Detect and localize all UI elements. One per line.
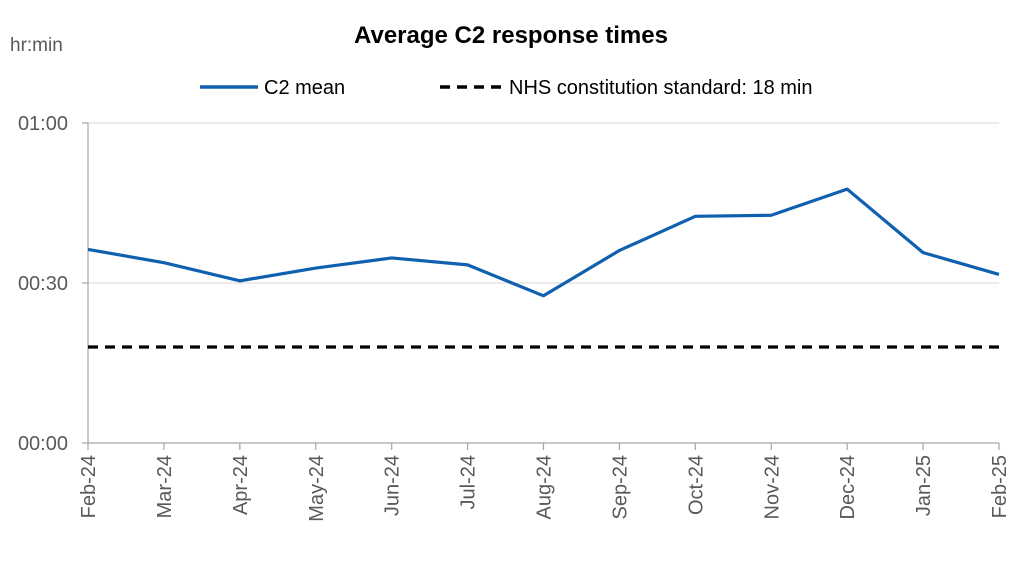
x-tick-label-3: May-24 — [306, 455, 328, 522]
gridlines — [88, 122, 999, 284]
x-tick-label-6: Aug-24 — [534, 455, 556, 520]
series-line-0 — [87, 187, 1000, 298]
y-tick-label-0: 00:00 — [18, 433, 68, 455]
x-tick-label-11: Jan-25 — [913, 455, 935, 516]
x-tick-label-12: Feb-25 — [989, 455, 1011, 518]
x-tick-label-1: Mar-24 — [154, 455, 176, 518]
y-tick-label-1: 00:30 — [18, 273, 68, 295]
x-tick-label-7: Sep-24 — [609, 455, 631, 520]
x-tick-label-5: Jul-24 — [458, 455, 480, 509]
x-tick-labels: Feb-24 Mar-24 Apr-24 May-24 Jun-24 Jul-24 Aug-… — [78, 455, 1011, 522]
y-tick-label-2: 01:00 — [18, 113, 68, 135]
legend-label-c2-mean: C2 mean — [264, 77, 345, 99]
x-tick-label-9: Nov-24 — [761, 455, 783, 519]
legend-label-nhs-standard: NHS constitution standard: 18 min — [509, 77, 813, 99]
x-tick-label-0: Feb-24 — [78, 455, 100, 518]
y-axis-label: hr:min — [10, 35, 63, 56]
chart-title: Average C2 response times — [354, 22, 668, 49]
x-tick-label-8: Oct-24 — [685, 455, 707, 515]
x-tick-label-4: Jun-24 — [382, 455, 404, 516]
x-tick-label-10: Dec-24 — [837, 455, 859, 519]
legend: C2 mean NHS constitution standard: 18 mi… — [200, 77, 813, 99]
x-tick-label-2: Apr-24 — [230, 455, 252, 515]
axes — [82, 122, 1000, 450]
series-lines — [87, 187, 1000, 349]
y-tick-labels: 00:00 00:30 01:00 — [18, 113, 68, 455]
